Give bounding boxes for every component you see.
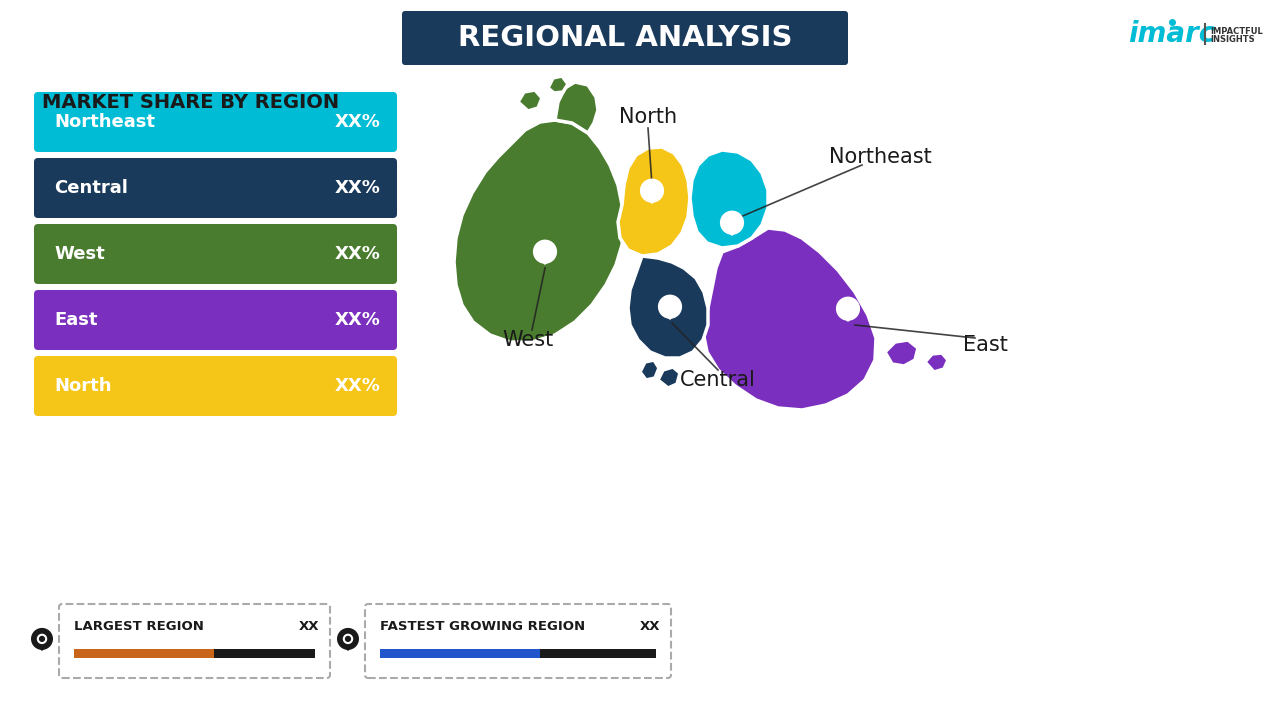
Text: MARKET SHARE BY REGION: MARKET SHARE BY REGION — [42, 92, 339, 112]
Circle shape — [658, 294, 682, 319]
Polygon shape — [925, 353, 948, 372]
Text: West: West — [502, 330, 554, 350]
Text: XX: XX — [298, 619, 319, 633]
Circle shape — [640, 179, 664, 203]
Text: XX%: XX% — [335, 113, 381, 131]
Text: North: North — [620, 107, 677, 127]
Text: East: East — [54, 311, 97, 329]
Polygon shape — [658, 367, 680, 388]
Polygon shape — [548, 76, 568, 93]
FancyBboxPatch shape — [35, 290, 397, 350]
Circle shape — [337, 628, 358, 650]
Text: North: North — [54, 377, 111, 395]
FancyBboxPatch shape — [59, 604, 330, 678]
Polygon shape — [640, 360, 659, 380]
Text: LARGEST REGION: LARGEST REGION — [74, 619, 204, 633]
Polygon shape — [690, 150, 768, 248]
FancyBboxPatch shape — [35, 92, 397, 152]
Text: XX%: XX% — [335, 179, 381, 197]
Bar — [380, 649, 540, 658]
Polygon shape — [536, 257, 554, 265]
Circle shape — [719, 210, 744, 235]
Text: imarc: imarc — [1129, 20, 1216, 48]
Polygon shape — [840, 314, 856, 322]
Polygon shape — [518, 90, 541, 111]
Polygon shape — [628, 256, 708, 358]
Polygon shape — [618, 147, 690, 256]
Circle shape — [532, 240, 557, 264]
Circle shape — [31, 628, 52, 650]
Polygon shape — [340, 644, 356, 651]
Text: XX%: XX% — [335, 377, 381, 395]
Text: XX: XX — [640, 619, 660, 633]
Text: West: West — [54, 245, 105, 263]
FancyBboxPatch shape — [35, 158, 397, 218]
FancyBboxPatch shape — [402, 11, 849, 65]
Text: FASTEST GROWING REGION: FASTEST GROWING REGION — [380, 619, 585, 633]
Text: East: East — [963, 335, 1007, 355]
Polygon shape — [884, 340, 918, 366]
Text: IMPACTFUL: IMPACTFUL — [1210, 27, 1263, 35]
FancyBboxPatch shape — [35, 356, 397, 416]
Text: Northeast: Northeast — [54, 113, 155, 131]
Bar — [74, 649, 315, 658]
Polygon shape — [556, 82, 598, 133]
Polygon shape — [454, 120, 625, 342]
Text: Central: Central — [680, 370, 756, 390]
Text: XX%: XX% — [335, 311, 381, 329]
Polygon shape — [644, 196, 660, 204]
Text: XX%: XX% — [335, 245, 381, 263]
Text: Central: Central — [54, 179, 128, 197]
Text: REGIONAL ANALYSIS: REGIONAL ANALYSIS — [458, 24, 792, 52]
Polygon shape — [723, 228, 741, 236]
Text: INSIGHTS: INSIGHTS — [1210, 35, 1254, 45]
FancyBboxPatch shape — [365, 604, 671, 678]
Text: Northeast: Northeast — [828, 147, 932, 167]
Bar — [74, 649, 214, 658]
Circle shape — [836, 297, 860, 321]
Polygon shape — [35, 644, 50, 651]
Polygon shape — [662, 312, 678, 320]
FancyBboxPatch shape — [35, 224, 397, 284]
Bar — [380, 649, 657, 658]
Polygon shape — [703, 228, 876, 410]
